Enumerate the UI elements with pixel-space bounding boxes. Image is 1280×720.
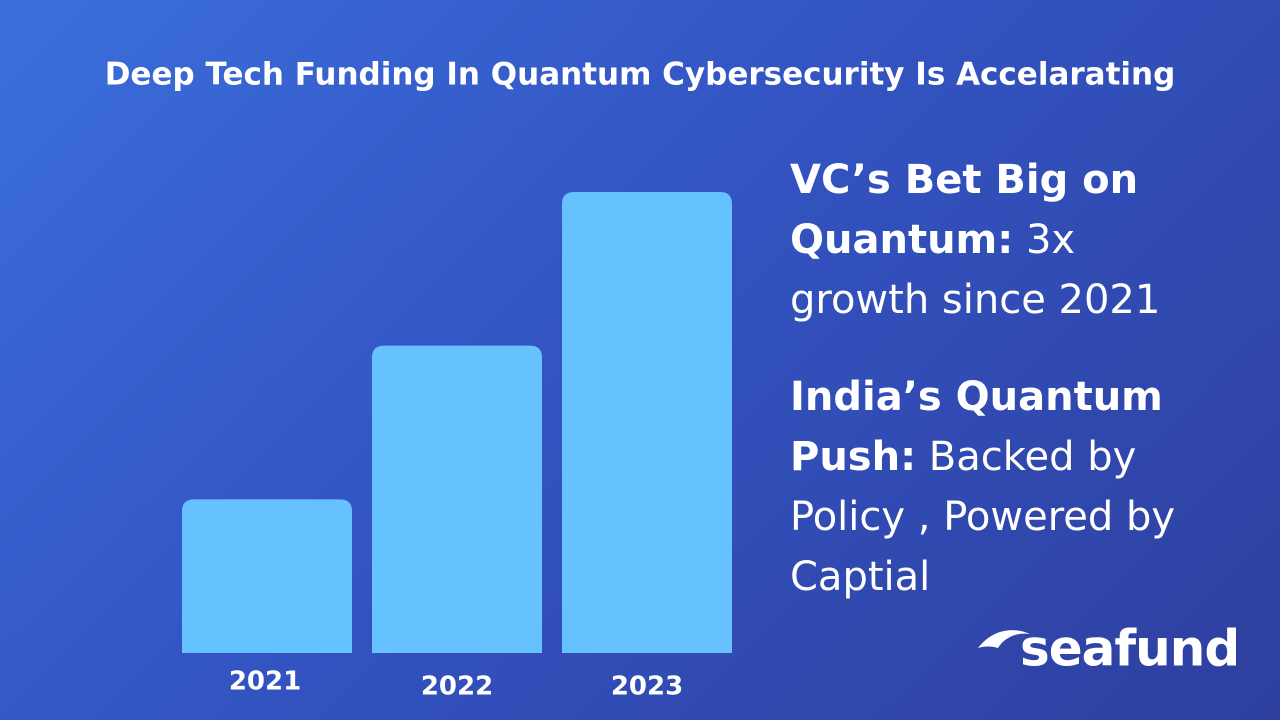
bar (562, 192, 732, 653)
bar (372, 345, 542, 653)
chart-title: Deep Tech Funding In Quantum Cybersecuri… (105, 57, 1176, 93)
logo-icon (978, 630, 1030, 648)
logo: seafund (1020, 620, 1239, 678)
note-text: Backed by Policy , Powered by Captial (790, 434, 1176, 600)
note-heading: VC’s Bet Big on Quantum: (790, 157, 1139, 263)
note-heading: India’s Quantum Push: (790, 374, 1163, 480)
x-tick-label: 2022 (421, 672, 493, 702)
notes: VC’s Bet Big on Quantum: 3x growth since… (790, 150, 1180, 644)
bar (182, 499, 352, 653)
x-tick-label: 2023 (611, 672, 683, 702)
x-tick-label: 2021 (229, 667, 301, 697)
note: India’s Quantum Push: Backed by Policy ,… (790, 367, 1180, 607)
note: VC’s Bet Big on Quantum: 3x growth since… (790, 150, 1180, 330)
note-text: 3x growth since 2021 (790, 217, 1161, 323)
